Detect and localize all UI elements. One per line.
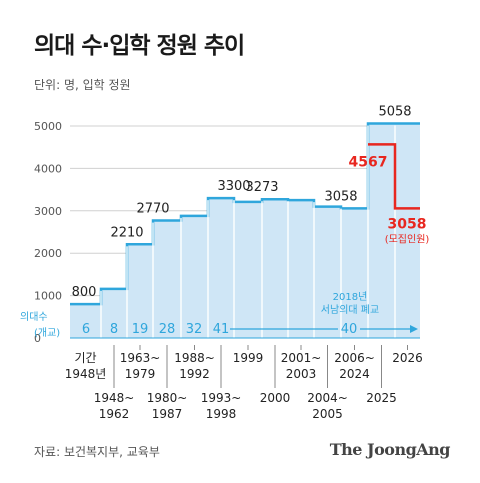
school-count: 40: [341, 322, 358, 337]
data-label: 2770: [136, 202, 169, 217]
x-tick-label: 2000: [260, 391, 291, 405]
school-count: 8: [110, 322, 118, 337]
chart-title: 의대 수·입학 정원 추이: [34, 33, 245, 59]
x-tick-label: 2006~: [334, 351, 375, 365]
brand-logo: The JoongAng: [329, 440, 451, 459]
data-label: 5058: [378, 105, 411, 120]
school-count-sub: (개교): [34, 327, 60, 339]
x-tick-label: 1988~: [174, 351, 215, 365]
x-tick-label: 2005: [312, 407, 343, 421]
source-label: 자료: 보건복지부, 교육부: [34, 445, 160, 459]
school-count: 41: [213, 322, 230, 337]
x-tick-label: 2025: [366, 391, 397, 405]
y-tick-label: 3000: [34, 205, 62, 218]
arrow-head: [410, 325, 418, 333]
data-label: 3300: [217, 179, 250, 194]
recruitment-label: 4567: [349, 154, 388, 170]
school-count: 32: [186, 322, 203, 337]
y-tick-label: 4000: [34, 162, 62, 175]
data-label: 3058: [324, 189, 357, 204]
recruitment-label: 3058: [388, 216, 427, 232]
school-count: 6: [82, 322, 90, 337]
x-tick-label: 1979: [125, 367, 156, 381]
x-tick-label: 2003: [286, 367, 317, 381]
recruitment-line: [368, 143, 420, 210]
annotation-year: 2018년: [333, 291, 368, 303]
x-tick-label: 1999: [233, 351, 264, 365]
x-tick-label: 1992: [179, 367, 210, 381]
data-label: 3273: [245, 180, 278, 195]
x-tick-label: 기간: [74, 351, 96, 365]
y-tick-label: 1000: [34, 290, 62, 303]
x-tick-label: 1993~: [201, 391, 242, 405]
school-count-label: 의대수: [20, 311, 48, 323]
x-tick-label: 1948~: [94, 391, 135, 405]
y-tick-label: 5000: [34, 120, 62, 133]
school-count: 19: [132, 322, 149, 337]
area-fill: [70, 123, 420, 338]
x-tick-label: 2024: [339, 367, 370, 381]
x-tick-label: 1963~: [120, 351, 161, 365]
x-tick-label: 1948년: [65, 367, 107, 381]
x-tick-label: 1980~: [147, 391, 188, 405]
x-tick-label: 2004~: [307, 391, 348, 405]
y-tick-label: 2000: [34, 247, 62, 260]
y-tick-label: 0: [34, 332, 41, 345]
x-tick-label: 1998: [206, 407, 237, 421]
school-count: 28: [159, 322, 176, 337]
data-label: 2210: [110, 225, 143, 240]
data-label: 800: [72, 285, 97, 300]
x-tick-label: 1987: [152, 407, 183, 421]
annotation-text: 서남의대 폐교: [321, 304, 379, 316]
unit-label: 단위: 명, 입학 정원: [34, 78, 131, 92]
x-tick-label: 1962: [99, 407, 130, 421]
x-tick-label: 2026: [392, 351, 423, 365]
recruitment-note: (모집인원): [385, 233, 430, 245]
x-tick-label: 2001~: [281, 351, 322, 365]
